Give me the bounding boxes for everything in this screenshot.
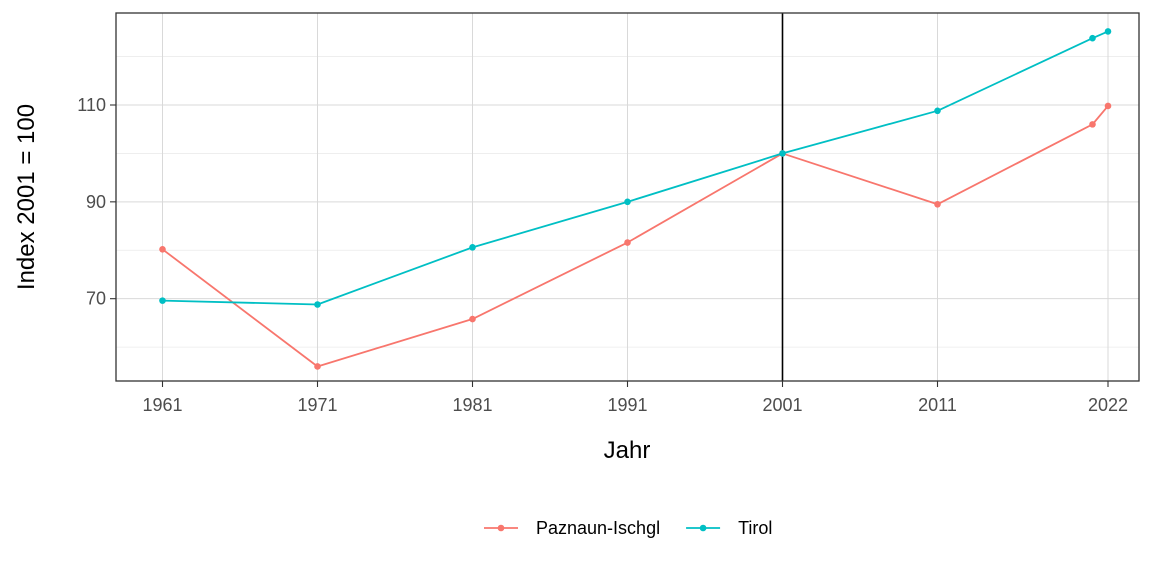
data-point bbox=[1104, 102, 1112, 110]
y-axis-title: Index 2001 = 100 bbox=[13, 104, 40, 290]
series-1 bbox=[159, 28, 1112, 308]
y-tick-label: 90 bbox=[86, 192, 106, 212]
series-layer bbox=[159, 28, 1112, 370]
data-point bbox=[934, 107, 941, 115]
data-point bbox=[779, 150, 786, 157]
x-axis-title: Jahr bbox=[604, 437, 651, 464]
x-tick-label: 1971 bbox=[297, 395, 337, 415]
x-tick-label: 2022 bbox=[1088, 395, 1128, 415]
data-point bbox=[469, 315, 476, 323]
x-axis-ticks: 1961 1971 1981 1991 2001 2011 2022 bbox=[142, 381, 1128, 415]
x-tick-label: 1991 bbox=[607, 395, 647, 415]
data-point bbox=[314, 363, 321, 370]
y-axis-ticks: 70 90 110 bbox=[77, 95, 116, 309]
legend-key-point bbox=[497, 524, 505, 532]
data-point bbox=[1089, 34, 1096, 42]
y-tick-label: 70 bbox=[86, 289, 106, 309]
data-point bbox=[934, 200, 941, 208]
x-tick-label: 2001 bbox=[762, 395, 802, 415]
data-point bbox=[159, 245, 166, 253]
data-point bbox=[159, 297, 166, 304]
legend-item-1: Tirol bbox=[686, 518, 772, 538]
legend: Paznaun-Ischgl Tirol bbox=[484, 518, 772, 538]
data-point bbox=[624, 198, 631, 206]
series-line bbox=[162, 30, 1109, 306]
series-line bbox=[161, 105, 1109, 368]
x-tick-label: 1961 bbox=[142, 395, 182, 415]
data-point bbox=[1104, 28, 1112, 35]
data-point bbox=[314, 301, 321, 308]
x-tick-label: 2011 bbox=[918, 395, 957, 415]
data-point bbox=[624, 239, 631, 246]
data-point bbox=[469, 244, 476, 251]
legend-key-point bbox=[699, 524, 707, 532]
x-tick-label: 1981 bbox=[452, 395, 492, 415]
data-point bbox=[1089, 121, 1096, 128]
y-tick-label: 110 bbox=[77, 95, 106, 115]
series-0 bbox=[159, 102, 1112, 370]
legend-item-0: Paznaun-Ischgl bbox=[484, 518, 660, 538]
legend-label: Tirol bbox=[738, 518, 772, 538]
legend-label: Paznaun-Ischgl bbox=[536, 518, 660, 538]
